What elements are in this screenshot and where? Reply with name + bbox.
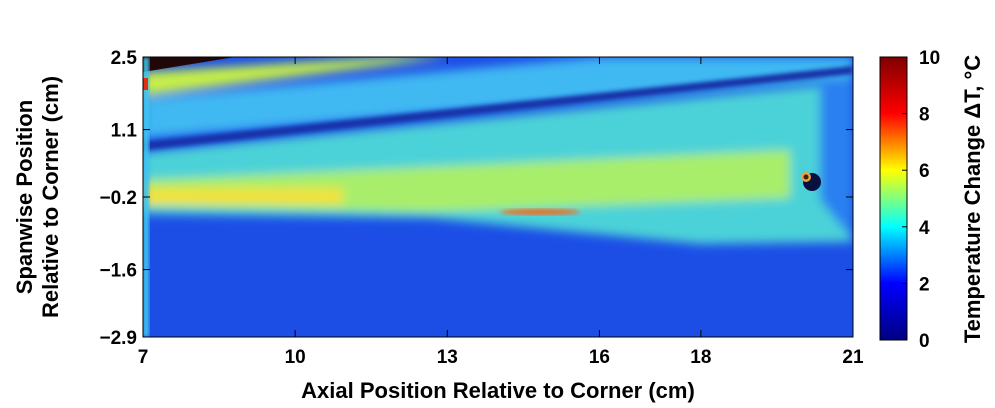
colorbar-label: Temperature Change ΔT, °C xyxy=(960,55,985,343)
colorbar xyxy=(879,56,908,341)
colorbar-tick-label: 10 xyxy=(919,48,940,69)
y-tick-label: −1.6 xyxy=(99,261,137,282)
x-tick-label: 16 xyxy=(589,347,610,368)
colorbar-tick-label: 8 xyxy=(919,105,930,126)
x-tick-label: 10 xyxy=(285,347,306,368)
y-axis-label: Spanwise Position xyxy=(12,100,37,294)
y-tick-label: 2.5 xyxy=(111,48,138,69)
colorbar-tick-label: 0 xyxy=(919,331,930,352)
y-tick-label: −0.2 xyxy=(99,188,137,209)
x-axis-label: Axial Position Relative to Corner (cm) xyxy=(301,378,695,403)
y-tick-label: −2.9 xyxy=(99,328,137,349)
heatmap-image xyxy=(143,57,853,337)
x-tick-label: 13 xyxy=(437,347,458,368)
y-tick-label: 1.1 xyxy=(111,121,138,142)
colorbar-tick-label: 2 xyxy=(919,274,930,295)
x-tick-label: 21 xyxy=(842,347,864,368)
x-tick-label: 18 xyxy=(690,347,711,368)
x-tick-label: 7 xyxy=(138,347,149,368)
colorbar-tick-label: 4 xyxy=(919,218,930,239)
colorbar-tick-label: 6 xyxy=(919,161,930,182)
y-axis-label: Relative to Corner (cm) xyxy=(38,76,63,318)
